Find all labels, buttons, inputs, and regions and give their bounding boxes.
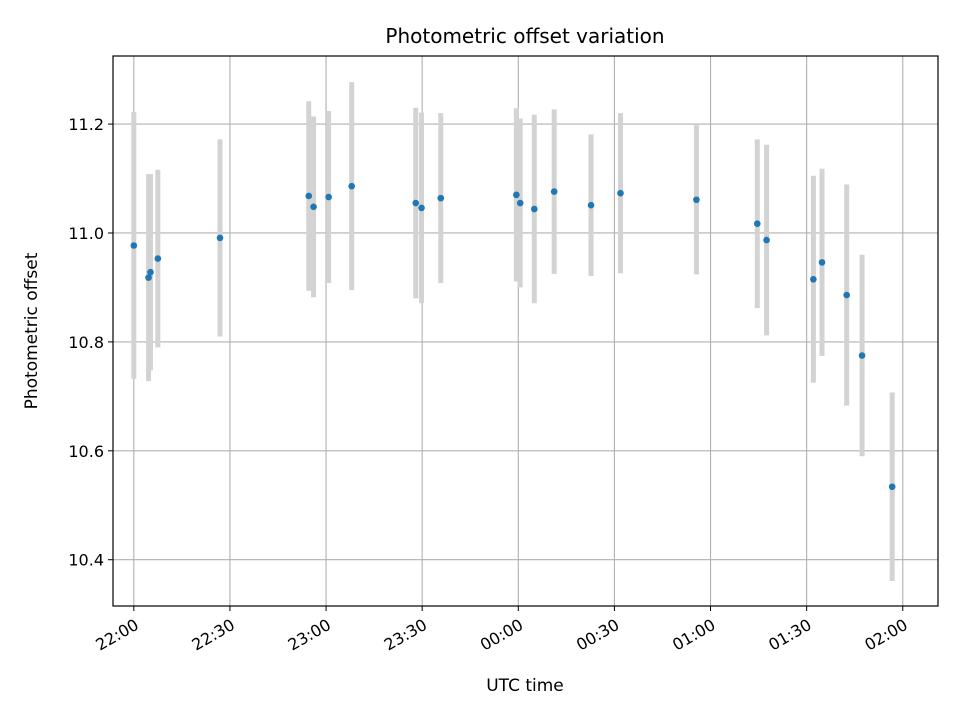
x-tick-label: 23:00 <box>285 615 334 655</box>
data-point <box>216 234 224 242</box>
data-point <box>412 199 420 207</box>
data-point <box>531 205 538 213</box>
data-point <box>587 201 595 209</box>
errorbar-layer <box>131 82 895 581</box>
x-tick-label: 00:00 <box>477 615 526 655</box>
plot-frame <box>112 55 939 607</box>
x-tick-label: 22:00 <box>92 615 141 655</box>
data-point <box>310 203 317 211</box>
data-point <box>516 199 524 207</box>
x-tick-label: 00:30 <box>573 615 622 655</box>
data-point <box>418 204 425 212</box>
y-tick-layer: 10.4 10.6 10.8 11.0 11.2 <box>68 115 113 570</box>
x-axis-label: UTC time <box>486 676 564 696</box>
y-tick-label: 10.4 <box>68 551 104 570</box>
data-point <box>147 268 154 276</box>
data-point <box>617 189 624 197</box>
data-point <box>154 255 162 262</box>
data-point <box>858 352 866 359</box>
y-tick-label: 11.0 <box>68 224 104 243</box>
data-point <box>130 242 138 249</box>
grid-layer <box>113 56 938 606</box>
data-point <box>305 192 313 200</box>
data-point <box>754 220 761 228</box>
data-point <box>145 274 152 281</box>
data-point <box>763 236 770 244</box>
chart-title: Photometric offset variation <box>385 24 664 48</box>
x-tick-label: 22:30 <box>189 615 238 655</box>
y-tick-label: 11.2 <box>68 115 104 134</box>
x-tick-label: 01:30 <box>765 615 814 655</box>
point-layer <box>130 182 896 491</box>
x-tick-label: 02:00 <box>861 615 910 655</box>
data-point <box>818 259 826 266</box>
y-tick-label: 10.8 <box>68 333 104 352</box>
data-point <box>843 291 850 299</box>
data-point <box>693 196 700 204</box>
data-point <box>348 182 355 190</box>
x-tick-label: 01:00 <box>669 615 718 655</box>
y-tick-label: 10.6 <box>68 442 104 461</box>
data-point <box>513 191 520 199</box>
data-point <box>810 275 817 283</box>
y-axis-label: Photometric offset <box>22 252 42 409</box>
data-point <box>550 188 558 195</box>
x-tick-layer: 22:00 22:30 23:00 23:30 00:00 00:30 01:00 01:30… <box>92 606 911 655</box>
data-point <box>437 194 445 202</box>
data-point <box>888 483 896 491</box>
data-point <box>325 193 332 201</box>
x-tick-label: 23:30 <box>381 615 430 655</box>
